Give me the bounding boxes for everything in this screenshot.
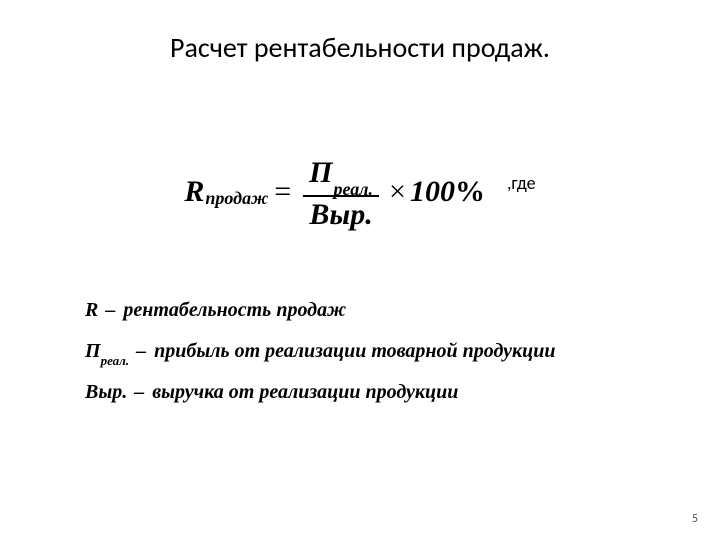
page-number: 5 — [692, 512, 698, 526]
formula: Rпродаж = Преал. Выр. × 100% — [184, 155, 485, 228]
percent-sign: % — [455, 177, 485, 207]
def-dash: – — [136, 340, 146, 362]
formula-suffix: ,где — [507, 172, 536, 194]
def-text: рентабельность продаж — [123, 299, 346, 321]
multiply-sign: × — [389, 177, 406, 207]
def-dash: – — [105, 299, 115, 321]
fraction: Преал. Выр. — [303, 157, 379, 230]
numerator: Преал. — [303, 157, 379, 193]
lhs-subscript: продаж — [205, 189, 268, 207]
def-symbol: Выр. — [85, 381, 127, 403]
definitions: R – рентабельность продаж Преал. – прибы… — [85, 300, 645, 423]
definition-row: R – рентабельность продаж — [85, 300, 645, 323]
definition-row: Выр. – выручка от реализации продукции — [85, 382, 645, 405]
slide-title: Расчет рентабельности продаж. — [0, 30, 720, 65]
def-text: выручка от реализации продукции — [152, 381, 458, 403]
equals-sign: = — [274, 177, 291, 207]
slide: Расчет рентабельности продаж. Rпродаж = … — [0, 0, 720, 540]
def-symbol: П — [85, 340, 101, 362]
hundred: 100 — [410, 177, 455, 207]
lhs-variable: R — [184, 177, 204, 207]
def-subscript: реал. — [101, 353, 130, 368]
denominator: Выр. — [303, 199, 378, 231]
numerator-variable: П — [309, 156, 332, 189]
def-dash: – — [134, 381, 144, 403]
formula-block: Rпродаж = Преал. Выр. × 100% ,где — [0, 155, 720, 228]
def-symbol: R — [85, 299, 98, 321]
def-text: прибыль от реализации товарной продукции — [154, 340, 555, 362]
numerator-subscript: реал. — [334, 179, 374, 199]
definition-row: Преал. – прибыль от реализации товарной … — [85, 341, 645, 364]
